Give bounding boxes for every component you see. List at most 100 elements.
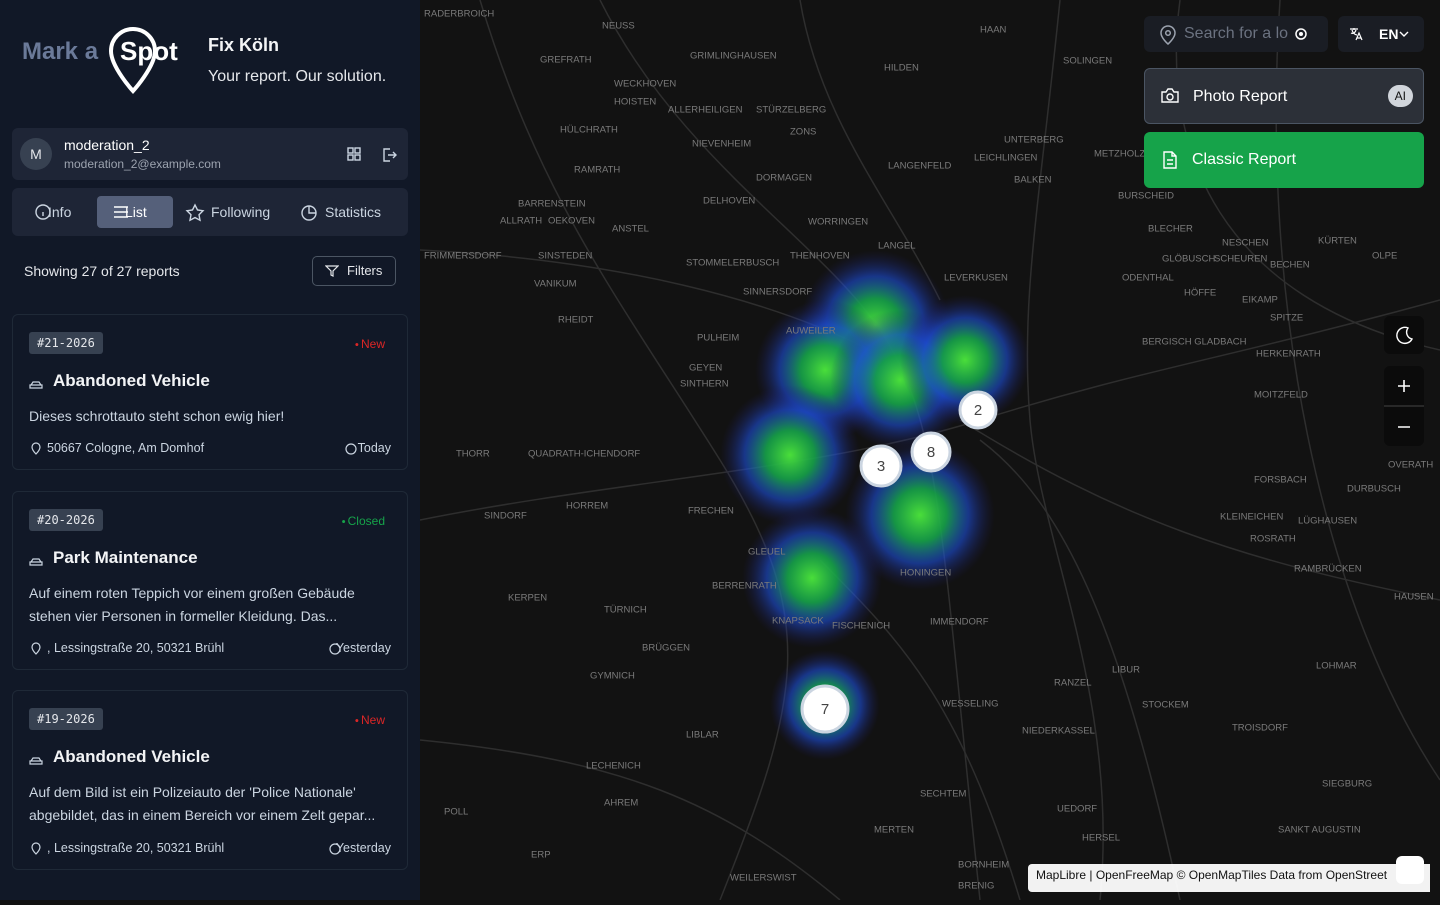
place-label: VANIKUM <box>534 279 577 290</box>
cluster-marker[interactable]: 2 <box>958 390 998 430</box>
user-actions[interactable] <box>346 146 406 164</box>
report-description: Auf dem Bild ist ein Polizeiauto der 'Po… <box>29 784 376 823</box>
button-label: Classic Report <box>1192 151 1297 168</box>
zoom-controls <box>1384 366 1424 446</box>
place-label: SECHTEM <box>920 789 967 800</box>
place-label: KNAPSACK <box>772 616 824 627</box>
place-label: HILDEN <box>884 63 919 74</box>
report-description: Dieses schrottauto steht schon ewig hier… <box>29 408 285 424</box>
logo-text: Mark a <box>22 38 99 65</box>
attribution-link[interactable]: © OpenMapTiles <box>1176 868 1267 882</box>
place-label: BORNHEIM <box>958 860 1009 871</box>
report-status: ● New <box>354 337 385 351</box>
place-label: LEICHLINGEN <box>974 153 1037 164</box>
search-input[interactable]: Search for a lo <box>1144 16 1328 52</box>
tagline: Your report. Our solution. <box>208 68 387 85</box>
attribution-link[interactable]: OpenStreet <box>1325 868 1388 882</box>
place-label: GYMNICH <box>590 671 635 682</box>
report-card[interactable]: #21-2026 ● New Abandoned Vehicle Dieses sch… <box>12 314 408 470</box>
place-label: SANKT AUGUSTIN <box>1278 825 1361 836</box>
filter-icon <box>325 265 339 277</box>
logo-pin <box>108 26 158 94</box>
cluster-marker[interactable]: 3 <box>859 444 903 488</box>
place-label: RAMBRÜCKEN <box>1294 564 1362 575</box>
place-label: BERRENRATH <box>712 581 777 592</box>
attribution-link[interactable]: MapLibre <box>1036 868 1087 882</box>
place-label: THENHOVEN <box>790 251 850 262</box>
place-label: SIEGBURG <box>1322 779 1372 790</box>
cluster-marker[interactable]: 7 <box>800 684 850 734</box>
place-label: BLECHER <box>1148 224 1193 235</box>
place-label: FORSBACH <box>1254 475 1307 486</box>
cluster-marker[interactable]: 8 <box>910 431 952 473</box>
place-label: UEDORF <box>1057 804 1097 815</box>
cluster-circle <box>800 684 850 734</box>
place-label: DURBUSCH <box>1347 484 1401 495</box>
app-title: Fix Köln <box>208 35 279 55</box>
place-label: FRECHEN <box>688 506 734 517</box>
place-label: HONINGEN <box>900 568 951 579</box>
report-status: ● New <box>354 713 385 727</box>
place-label: ALLERHEILIGEN <box>668 105 743 116</box>
place-label: HORREM <box>566 501 608 512</box>
report-location: , Lessingstraße 20, 50321 Brühl <box>47 641 225 655</box>
ai-badge: AI <box>1387 85 1413 107</box>
place-label: TÜRNICH <box>604 605 647 616</box>
tab[interactable]: Info <box>48 204 72 220</box>
place-label: ZONS <box>790 127 816 138</box>
list-summary: Showing 27 of 27 reports <box>24 263 180 279</box>
place-label: RHEIDT <box>558 315 594 326</box>
place-label: SPITZE <box>1270 313 1303 324</box>
map[interactable]: RADERBROICH NEUSS GREFRATH GRIMLINGHAUSEN HI… <box>419 0 1440 901</box>
place-label: ALLRATH <box>500 216 542 227</box>
place-label: LIBUR <box>1112 665 1140 676</box>
place-label: BECHEN <box>1270 260 1310 271</box>
document-icon <box>1163 151 1177 169</box>
place-label: ROSRATH <box>1250 534 1296 545</box>
place-label: ERP <box>531 850 551 861</box>
place-label: WEILERSWIST <box>730 873 797 884</box>
place-label: DELHOVEN <box>703 196 755 207</box>
attribution-link[interactable]: OpenFreeMap <box>1095 868 1174 882</box>
place-label: SINSTEDEN <box>538 251 593 262</box>
place-label: METZHOLZ <box>1094 149 1145 160</box>
place-label: MERTEN <box>874 825 914 836</box>
place-label: GLÖBUSCH <box>1162 254 1215 265</box>
filters-button[interactable]: Filters <box>312 256 396 286</box>
camera-icon <box>1161 88 1179 103</box>
attribution-text: Data from <box>1269 868 1323 882</box>
place-label: WECKHOVEN <box>614 79 676 90</box>
tab[interactable]: Following <box>211 204 271 220</box>
place-label: HAUSEN <box>1394 592 1434 603</box>
tab[interactable]: Statistics <box>325 204 382 220</box>
place-label: LIBLAR <box>686 730 719 741</box>
place-label: DORMAGEN <box>756 173 812 184</box>
report-date: Yesterday <box>335 841 391 855</box>
place-label: FISCHENICH <box>832 621 890 632</box>
place-label: GRIMLINGHAUSEN <box>690 51 777 62</box>
place-label: OVERATH <box>1388 460 1433 471</box>
photo-report-button[interactable]: Photo Report AI <box>1144 68 1424 124</box>
attribution: MapLibre | OpenFreeMap © OpenMapTiles Da… <box>1028 864 1430 892</box>
theme-toggle[interactable] <box>1384 316 1424 354</box>
tab-bar: Info List Following Statistics <box>12 188 408 236</box>
report-card[interactable]: #19-2026 ● New Abandoned Vehicle Auf dem Bi… <box>12 690 408 870</box>
report-location: 50667 Cologne, Am Domhof <box>47 441 205 455</box>
place-label: TROISDORF <box>1232 723 1288 734</box>
avatar: M <box>20 138 52 170</box>
language-selector[interactable]: EN <box>1338 16 1424 52</box>
place-label: FRIMMERSDORF <box>424 251 502 262</box>
zoom-icons[interactable] <box>1384 366 1424 446</box>
place-label: SINTHERN <box>680 379 729 390</box>
place-label: BARRENSTEIN <box>518 199 586 210</box>
place-label: SINNERSDORF <box>743 287 812 298</box>
place-label: NIEVENHEIM <box>692 139 751 150</box>
cluster-circle <box>910 431 952 473</box>
attribution-toggle[interactable] <box>1396 856 1424 884</box>
map-canvas: RADERBROICH NEUSS GREFRATH GRIMLINGHAUSEN HI… <box>419 0 1440 901</box>
language-icons <box>1350 28 1409 41</box>
classic-report-button[interactable]: Classic Report <box>1144 132 1424 188</box>
report-card[interactable]: #20-2026 ● Closed Park Maintenance Auf eine… <box>12 491 408 670</box>
tab[interactable]: List <box>97 196 173 228</box>
